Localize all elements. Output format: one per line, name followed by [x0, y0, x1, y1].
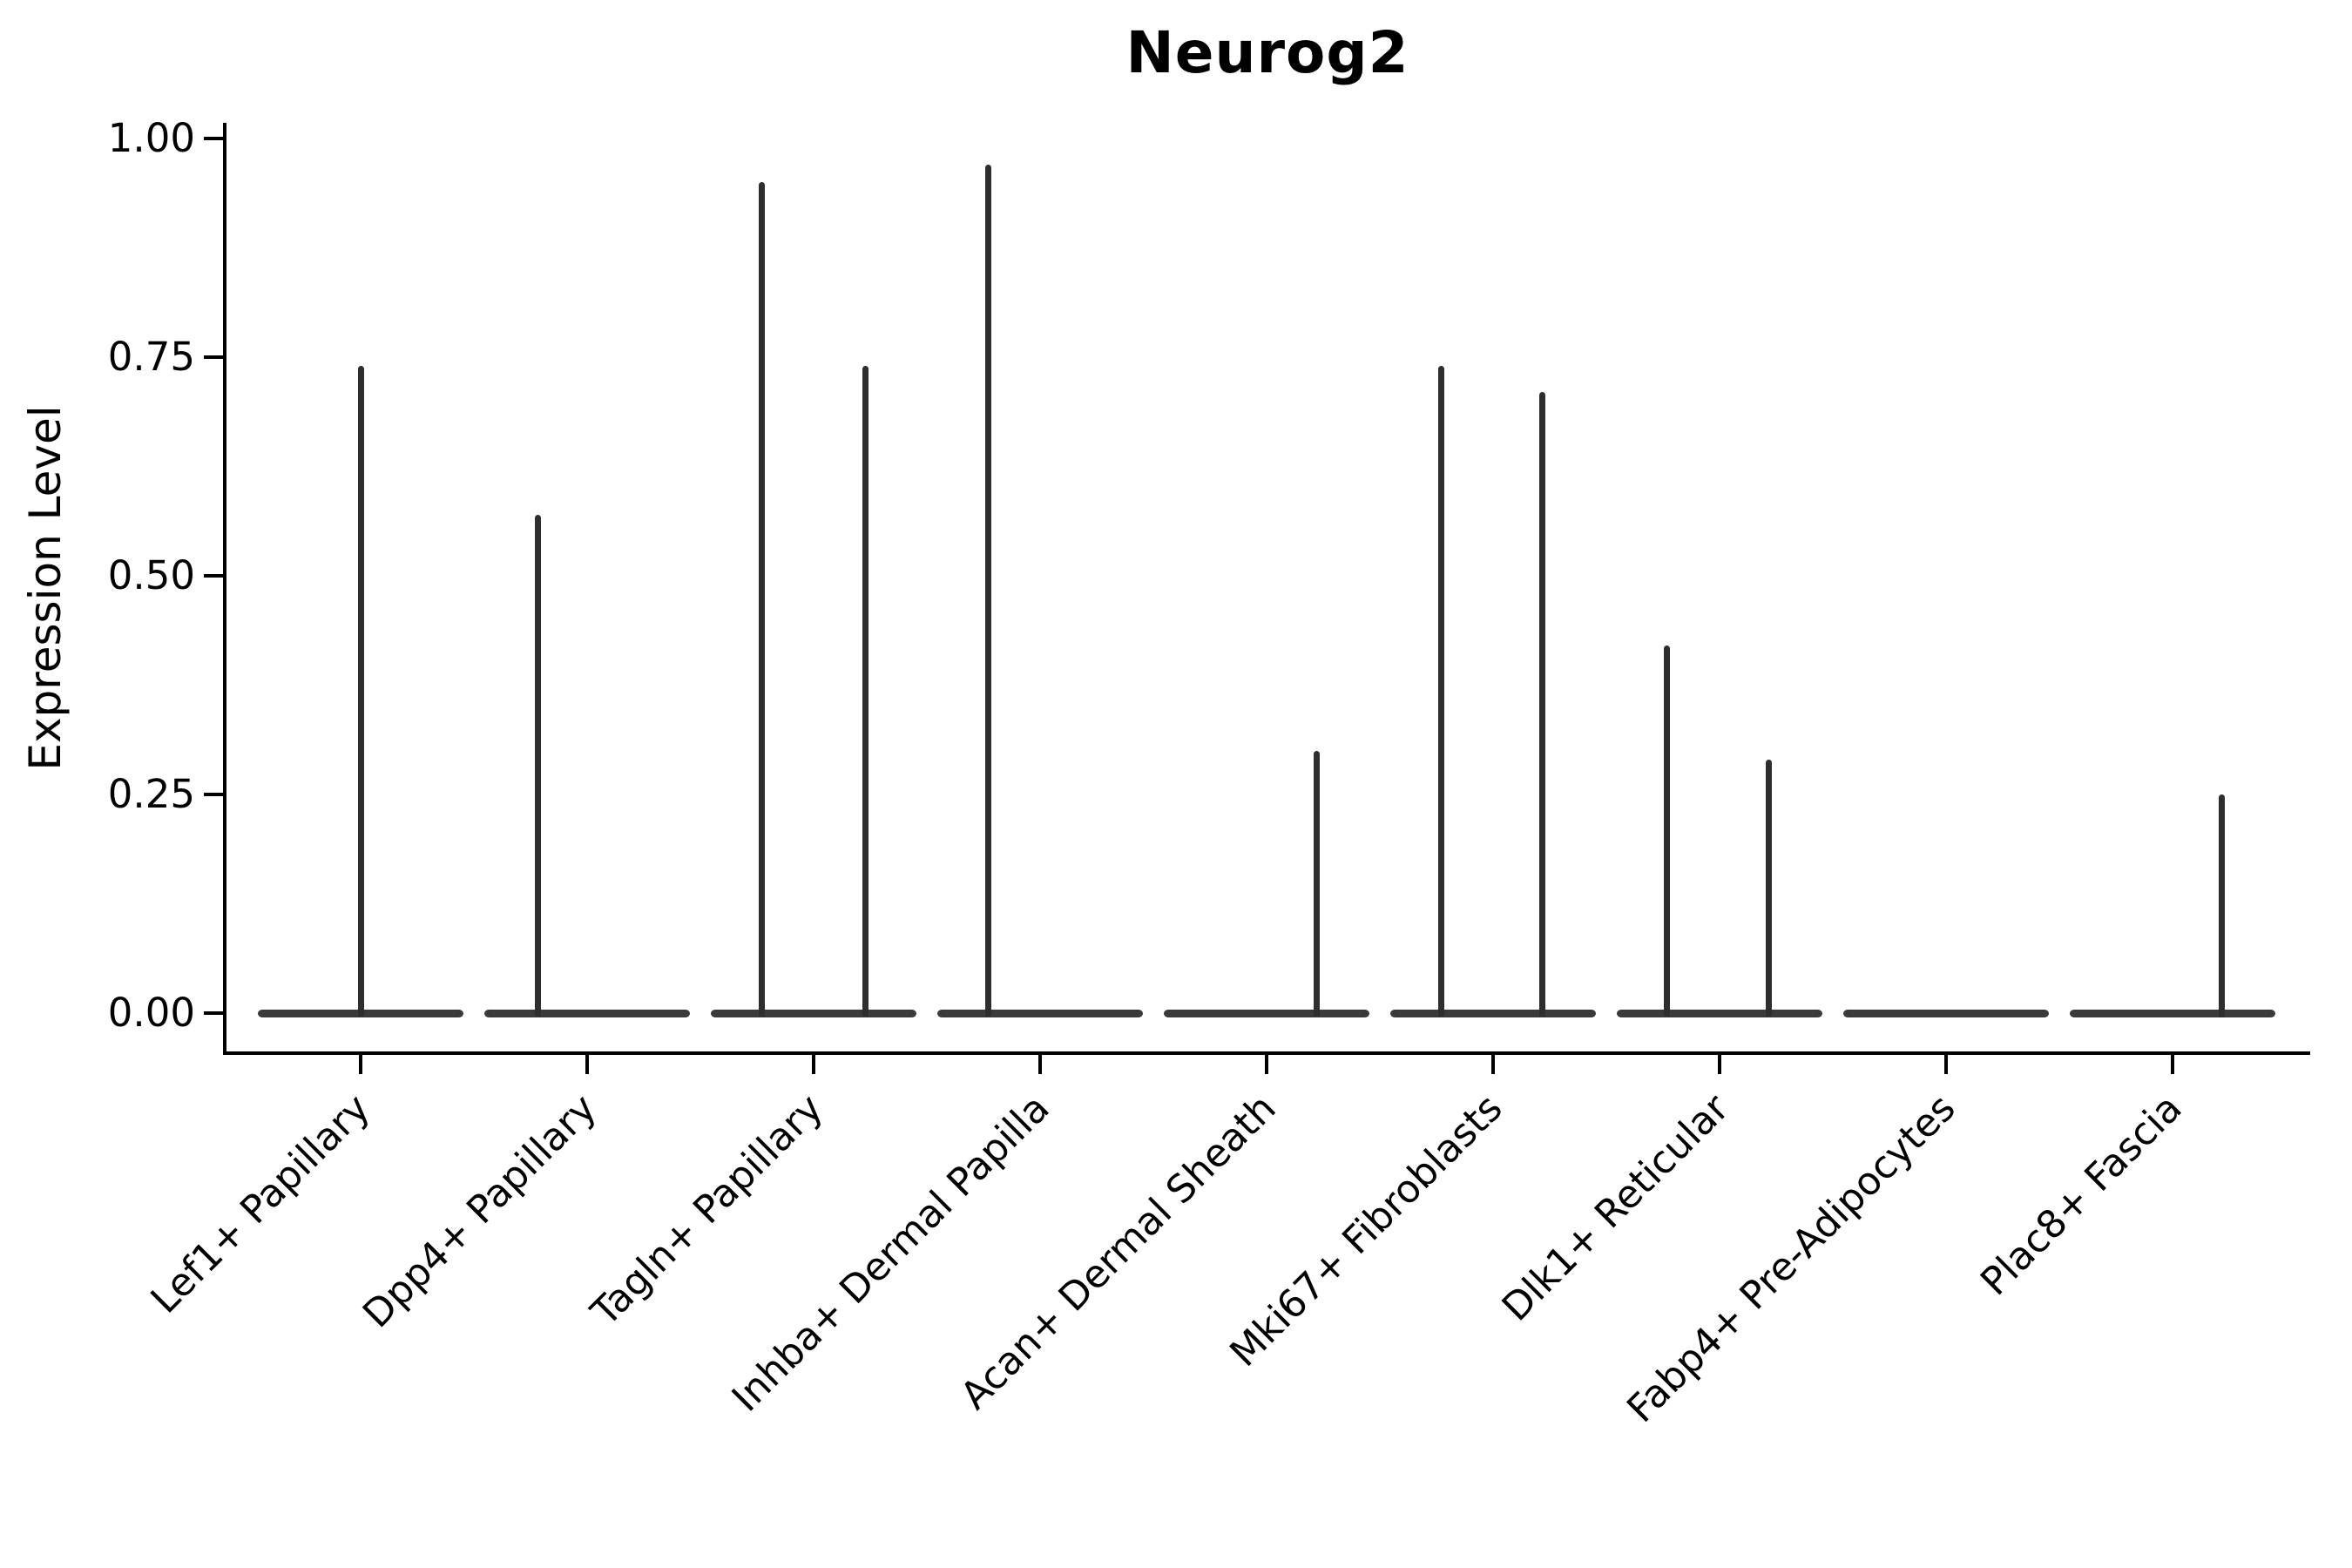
violin-baseline [484, 1009, 691, 1017]
y-tick [204, 793, 223, 796]
x-tick [1038, 1055, 1042, 1074]
violin-spike [862, 366, 869, 1017]
y-tick [204, 1011, 223, 1015]
violin-baseline [711, 1009, 917, 1017]
x-tick [1943, 1055, 1948, 1074]
x-tick [1717, 1055, 1721, 1074]
violin-spike [1539, 392, 1546, 1017]
y-tick [204, 137, 223, 140]
y-tick-label: 0.00 [107, 990, 195, 1036]
violin-spike [357, 366, 364, 1017]
violin-spike [1664, 645, 1671, 1017]
violin-spike [2219, 794, 2226, 1017]
y-axis-spine [223, 123, 226, 1055]
x-tick [359, 1055, 363, 1074]
violin-spike [758, 182, 765, 1017]
x-tick [812, 1055, 816, 1074]
violin-baseline [2069, 1009, 2275, 1017]
x-tick [2170, 1055, 2174, 1074]
y-tick-label: 1.00 [107, 115, 195, 161]
y-tick-label: 0.75 [107, 334, 195, 380]
x-tick [1264, 1055, 1268, 1074]
violin-spike [1766, 759, 1773, 1017]
x-tick [1490, 1055, 1495, 1074]
y-tick [204, 574, 223, 578]
violin-spike [534, 514, 541, 1017]
x-tick-label: Plac8+ Fascia [1971, 1085, 2191, 1305]
x-tick-label: Dpp4+ Papillary [355, 1085, 605, 1337]
x-tick-label: Dlk1+ Reticular [1493, 1085, 1738, 1330]
x-tick [585, 1055, 590, 1074]
violin-spike [984, 165, 991, 1017]
y-tick [204, 355, 223, 359]
x-tick-label: Acan+ Dermal Sheath [952, 1085, 1285, 1419]
y-tick-label: 0.50 [107, 552, 195, 598]
violin-baseline [1389, 1009, 1596, 1017]
violin-spike [1437, 366, 1444, 1017]
violin-baseline [1616, 1009, 1822, 1017]
chart-title: Neurog2 [1125, 19, 1409, 86]
x-tick-label: Tagln+ Papillary [583, 1085, 832, 1335]
violin-baseline [937, 1009, 1143, 1017]
violin-baseline [1842, 1009, 2049, 1017]
violin-spike [1313, 750, 1320, 1017]
x-axis-spine [223, 1051, 2310, 1055]
x-tick-label: Mki67+ Fibroblasts [1221, 1085, 1511, 1375]
x-tick-label: Fabp4+ Pre-Adipocytes [1618, 1085, 1964, 1431]
x-tick-label: Inhba+ Dermal Papilla [723, 1085, 1058, 1421]
violin-baseline [1163, 1009, 1369, 1017]
y-tick-label: 0.25 [107, 771, 195, 817]
